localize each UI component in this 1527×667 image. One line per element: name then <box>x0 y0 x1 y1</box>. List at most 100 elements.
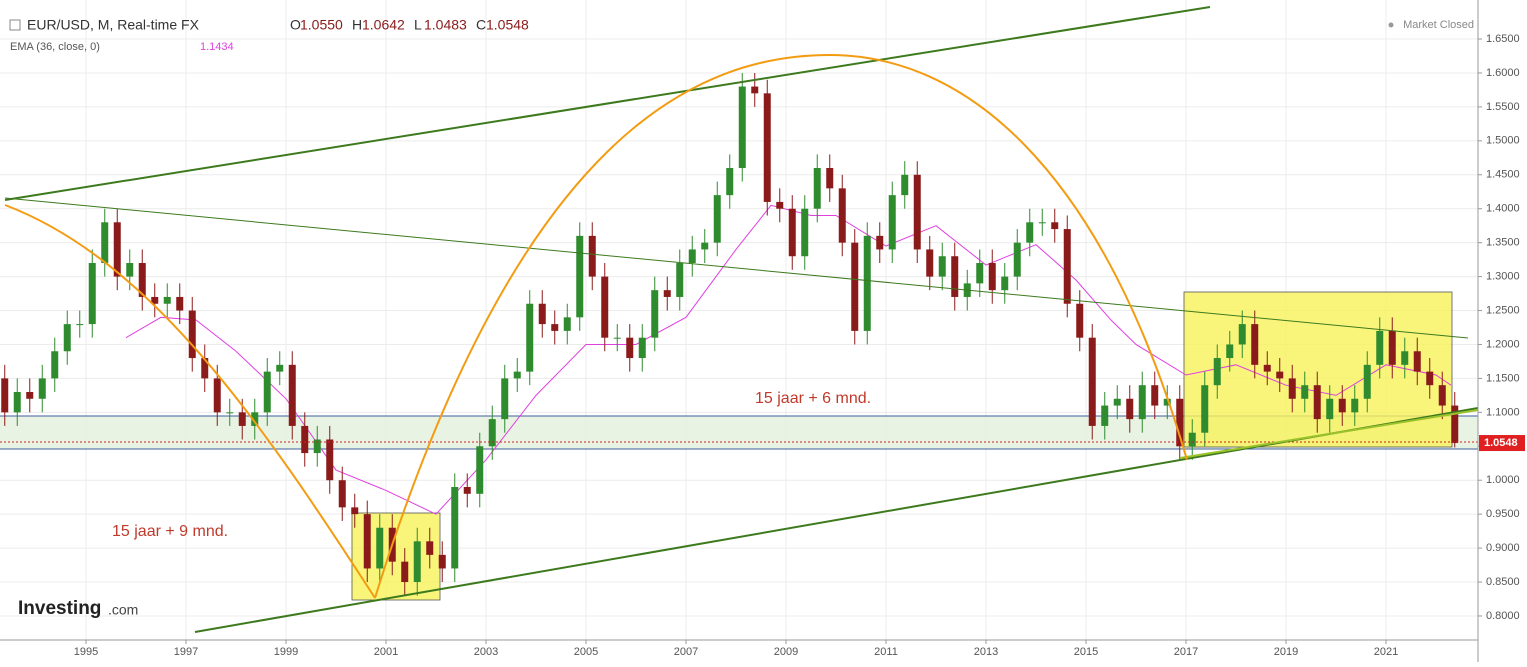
candle-body <box>1063 229 1071 304</box>
candle-body <box>238 412 246 426</box>
collapse-icon[interactable] <box>9 19 21 31</box>
candle-body <box>1401 351 1409 365</box>
candle-body <box>88 263 96 325</box>
y-tick-label: 1.2000 <box>1486 338 1520 350</box>
candle-body <box>1413 351 1421 372</box>
candle-body <box>51 351 59 379</box>
x-tick-label: 2007 <box>674 646 698 658</box>
candle-body <box>638 337 646 359</box>
candle-body <box>1338 398 1346 413</box>
candle-body <box>776 201 784 209</box>
candle-body <box>838 188 846 243</box>
candle-body <box>1213 358 1221 386</box>
ema-line <box>125 204 1452 515</box>
candle-body <box>426 541 434 555</box>
candle-body <box>663 290 671 297</box>
candle-body <box>151 296 159 304</box>
candle-body <box>913 174 921 250</box>
candle-body <box>38 378 46 399</box>
candle-body <box>1051 222 1059 230</box>
candles <box>1 72 1459 596</box>
candle-body <box>1226 344 1234 359</box>
candle-body <box>1301 385 1309 399</box>
candle-body <box>1288 378 1296 399</box>
candle-body <box>976 263 984 284</box>
candle-body <box>226 412 234 414</box>
y-tick-label: 1.4500 <box>1486 169 1520 181</box>
y-tick-label: 0.8500 <box>1486 576 1520 588</box>
candle-body <box>1188 432 1196 447</box>
candle-body <box>1426 371 1434 386</box>
y-tick-label: 1.2500 <box>1486 304 1520 316</box>
y-tick-label: 1.3000 <box>1486 270 1520 282</box>
trendline <box>4 197 1469 339</box>
candle-body <box>1351 398 1359 413</box>
candle-body <box>163 296 171 304</box>
candle-body <box>26 391 34 399</box>
candle-body <box>1101 405 1109 426</box>
logo-suffix: .com <box>108 602 138 618</box>
candle-body <box>1263 364 1271 372</box>
candle-body <box>926 249 934 277</box>
candle-body <box>763 93 771 202</box>
candle-body <box>451 487 459 569</box>
candle-body <box>1163 398 1171 406</box>
arc <box>374 53 1188 599</box>
candle-body <box>326 439 334 481</box>
candle-body <box>1376 330 1384 365</box>
candle-body <box>688 249 696 264</box>
candle-body <box>1 378 9 413</box>
candle-body <box>401 561 409 583</box>
candle-body <box>1438 385 1446 406</box>
candle-body <box>613 337 621 339</box>
annotation: 15 jaar + 9 mnd. <box>112 523 228 540</box>
candle-body <box>1363 364 1371 399</box>
y-tick-label: 0.9500 <box>1486 508 1520 520</box>
candle-body <box>1138 385 1146 420</box>
ema-value: 1.1434 <box>200 41 234 53</box>
x-tick-label: 2021 <box>1374 646 1398 658</box>
candle-body <box>851 242 859 331</box>
y-tick-label: 1.1500 <box>1486 372 1520 384</box>
price-tag <box>1479 435 1525 452</box>
candle-body <box>338 480 346 508</box>
x-tick-label: 2013 <box>974 646 998 658</box>
x-tick-label: 2009 <box>774 646 798 658</box>
candle-body <box>376 527 384 569</box>
ohlc-key: C <box>476 17 486 33</box>
candle-body <box>1176 398 1184 447</box>
candle-body <box>1113 398 1121 406</box>
y-tick-label: 1.3500 <box>1486 237 1520 249</box>
x-tick-label: 2019 <box>1274 646 1298 658</box>
candle-body <box>513 371 521 379</box>
candle-body <box>551 324 559 331</box>
trendline <box>1179 409 1479 459</box>
candle-body <box>563 317 571 331</box>
y-tick-label: 0.8000 <box>1486 610 1520 622</box>
candle-body <box>713 195 721 243</box>
y-tick-label: 1.5000 <box>1486 135 1520 147</box>
candle-body <box>251 412 259 426</box>
candle-body <box>863 235 871 331</box>
x-tick-label: 1997 <box>174 646 198 658</box>
candle-body <box>176 296 184 311</box>
candle-body <box>263 371 271 413</box>
candle-body <box>813 167 821 209</box>
highlight-box <box>1183 291 1453 448</box>
candle-body <box>463 487 471 494</box>
y-tick-label: 0.9000 <box>1486 542 1520 554</box>
x-tick-label: 2001 <box>374 646 398 658</box>
candle-body <box>876 235 884 250</box>
candle-body <box>1076 303 1084 338</box>
candle-body <box>701 242 709 250</box>
candle-body <box>501 378 509 420</box>
y-tick-label: 1.1000 <box>1486 406 1520 418</box>
candle-body <box>1451 405 1459 444</box>
candle-body <box>1088 337 1096 426</box>
candle-body <box>363 514 371 569</box>
arc <box>4 204 376 599</box>
x-tick-label: 2015 <box>1074 646 1098 658</box>
ohlc-key: H <box>352 17 362 33</box>
price-tag-label: 1.0548 <box>1484 437 1518 449</box>
candle-body <box>601 276 609 338</box>
